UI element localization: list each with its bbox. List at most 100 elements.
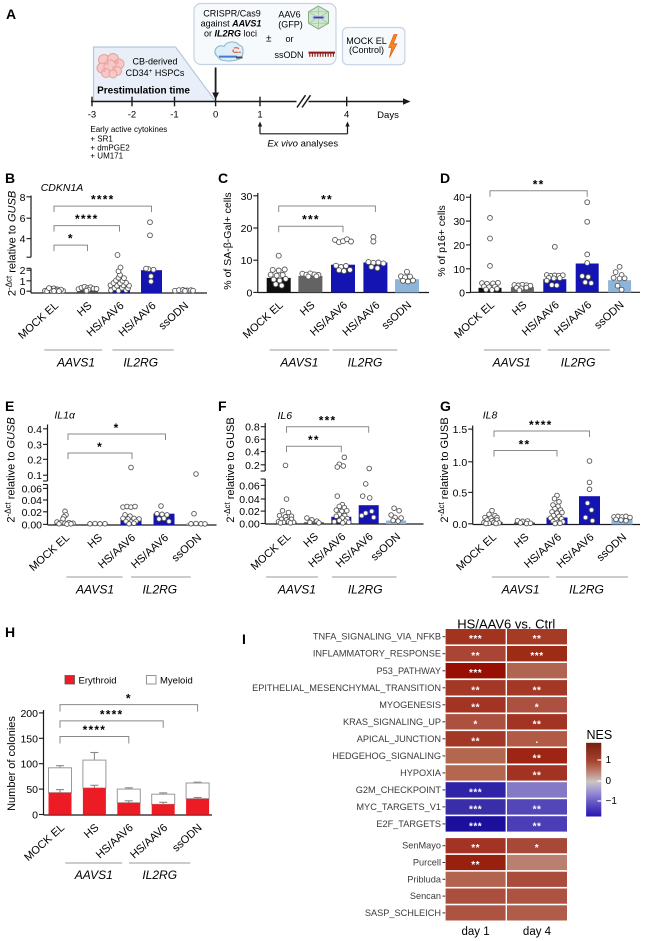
svg-text:**: ** xyxy=(533,685,542,696)
svg-text:0.2: 0.2 xyxy=(245,460,260,472)
svg-text:MOCK EL: MOCK EL xyxy=(346,36,387,46)
svg-text:% of SA-β-Gal+ cells: % of SA-β-Gal+ cells xyxy=(222,192,234,289)
svg-text:*: * xyxy=(473,719,477,730)
svg-text:2-Δct relative to GUSB: 2-Δct relative to GUSB xyxy=(4,191,19,296)
svg-text:***: *** xyxy=(530,651,543,662)
svg-text:4: 4 xyxy=(20,234,26,246)
svg-text:-1: -1 xyxy=(170,110,178,121)
svg-text:****: **** xyxy=(83,723,106,737)
svg-text:AAVS1: AAVS1 xyxy=(75,583,114,597)
svg-text:0.00: 0.00 xyxy=(239,519,260,531)
svg-text:200: 200 xyxy=(20,708,38,720)
svg-text:0.4: 0.4 xyxy=(245,447,260,459)
svg-text:**: ** xyxy=(533,804,542,815)
svg-text:Ex vivo analyses: Ex vivo analyses xyxy=(267,139,338,150)
svg-text:.: . xyxy=(535,735,538,746)
svg-text:IL1α: IL1α xyxy=(54,410,76,422)
svg-text:KRAS_SIGNALING_UP: KRAS_SIGNALING_UP xyxy=(343,717,441,727)
svg-text:AAVS1: AAVS1 xyxy=(501,583,540,597)
svg-text:1.5: 1.5 xyxy=(453,424,468,436)
svg-text:IL2RG: IL2RG xyxy=(142,868,177,882)
svg-text:0.06: 0.06 xyxy=(239,480,260,492)
svg-text:IL2RG: IL2RG xyxy=(561,356,596,370)
svg-text:****: **** xyxy=(91,193,114,207)
svg-text:2-Δct relative to GUSB: 2-Δct relative to GUSB xyxy=(3,417,18,522)
svg-text:***: *** xyxy=(469,787,482,798)
svg-text:Myeloid: Myeloid xyxy=(160,676,193,687)
svg-text:*: * xyxy=(97,440,103,454)
svg-text:IL8: IL8 xyxy=(483,410,498,422)
svg-text:0: 0 xyxy=(246,287,252,299)
svg-text:6: 6 xyxy=(20,213,26,225)
svg-text:0.00: 0.00 xyxy=(22,519,43,531)
svg-text:**: ** xyxy=(321,193,333,207)
svg-text:0.02: 0.02 xyxy=(22,507,43,519)
svg-text:APICAL_JUNCTION: APICAL_JUNCTION xyxy=(357,734,441,744)
svg-text:H: H xyxy=(5,624,15,640)
svg-text:against AAVS1: against AAVS1 xyxy=(201,19,262,29)
svg-text:+ SR1: + SR1 xyxy=(90,135,113,144)
svg-text:10: 10 xyxy=(241,255,253,267)
svg-text:2-Δct relative to GUSB: 2-Δct relative to GUSB xyxy=(437,417,452,522)
svg-text:40: 40 xyxy=(453,192,465,204)
svg-text:E: E xyxy=(5,398,14,414)
svg-text:20: 20 xyxy=(453,240,465,252)
svg-text:**: ** xyxy=(519,438,531,452)
svg-text:**: ** xyxy=(533,178,545,192)
svg-text:A: A xyxy=(6,6,16,22)
svg-text:CDKN1A: CDKN1A xyxy=(41,182,84,194)
svg-text:30: 30 xyxy=(241,191,253,203)
svg-text:30: 30 xyxy=(453,216,465,228)
svg-text:0.06: 0.06 xyxy=(22,483,43,495)
svg-text:CD34+ HSPCs: CD34+ HSPCs xyxy=(126,68,185,79)
svg-text:Erythroid: Erythroid xyxy=(79,676,117,687)
svg-text:CRISPR/Cas9: CRISPR/Cas9 xyxy=(203,9,261,19)
svg-text:IL2RG: IL2RG xyxy=(142,583,177,597)
svg-text:SenMayo: SenMayo xyxy=(402,841,441,851)
svg-text:*: * xyxy=(126,692,132,706)
svg-text:E2F_TARGETS: E2F_TARGETS xyxy=(376,819,441,829)
svg-text:-2: -2 xyxy=(128,110,136,121)
svg-text:1: 1 xyxy=(257,110,262,121)
svg-text:**: ** xyxy=(471,702,480,713)
svg-text:IL2RG: IL2RG xyxy=(348,356,383,370)
svg-text:****: **** xyxy=(100,707,123,721)
svg-text:Pribluda: Pribluda xyxy=(407,874,442,884)
svg-text:**: ** xyxy=(471,685,480,696)
svg-text:4: 4 xyxy=(344,110,349,121)
svg-text:***: *** xyxy=(469,804,482,815)
svg-text:Prestimulation time: Prestimulation time xyxy=(97,86,190,97)
svg-text:0.1: 0.1 xyxy=(27,470,42,482)
svg-text:**: ** xyxy=(533,821,542,832)
svg-text:****: **** xyxy=(75,212,98,226)
svg-text:Number of colonies: Number of colonies xyxy=(6,716,18,811)
svg-text:AAVS1: AAVS1 xyxy=(492,356,531,370)
svg-text:−1: −1 xyxy=(606,796,618,807)
svg-text:0.3: 0.3 xyxy=(27,439,42,451)
svg-text:****: **** xyxy=(529,418,552,432)
svg-text:***: *** xyxy=(302,213,320,227)
svg-text:IL2RG: IL2RG xyxy=(569,583,604,597)
svg-text:day 1: day 1 xyxy=(462,926,490,938)
svg-text:1: 1 xyxy=(606,755,612,766)
svg-text:HYPOXIA: HYPOXIA xyxy=(400,768,442,778)
svg-text:B: B xyxy=(5,170,15,186)
svg-text:D: D xyxy=(440,170,450,186)
svg-text:IL2RG: IL2RG xyxy=(348,583,383,597)
svg-text:20: 20 xyxy=(241,223,253,235)
svg-text:***: *** xyxy=(469,668,482,679)
svg-text:% of p16+ cells: % of p16+ cells xyxy=(436,205,448,277)
svg-text:AAVS1: AAVS1 xyxy=(74,868,113,882)
svg-text:F: F xyxy=(218,398,227,414)
svg-text:1: 1 xyxy=(20,276,26,288)
svg-text:**: ** xyxy=(308,433,320,447)
svg-text:0.0: 0.0 xyxy=(453,519,468,531)
svg-text:0: 0 xyxy=(32,810,38,822)
svg-text:***: *** xyxy=(469,821,482,832)
svg-text:0: 0 xyxy=(213,110,218,121)
svg-text:AAVS1: AAVS1 xyxy=(277,583,316,597)
svg-text:IL6: IL6 xyxy=(277,410,292,422)
svg-text:0: 0 xyxy=(459,288,465,300)
svg-text:AAVS1: AAVS1 xyxy=(279,356,318,370)
svg-text:**: ** xyxy=(533,634,542,645)
